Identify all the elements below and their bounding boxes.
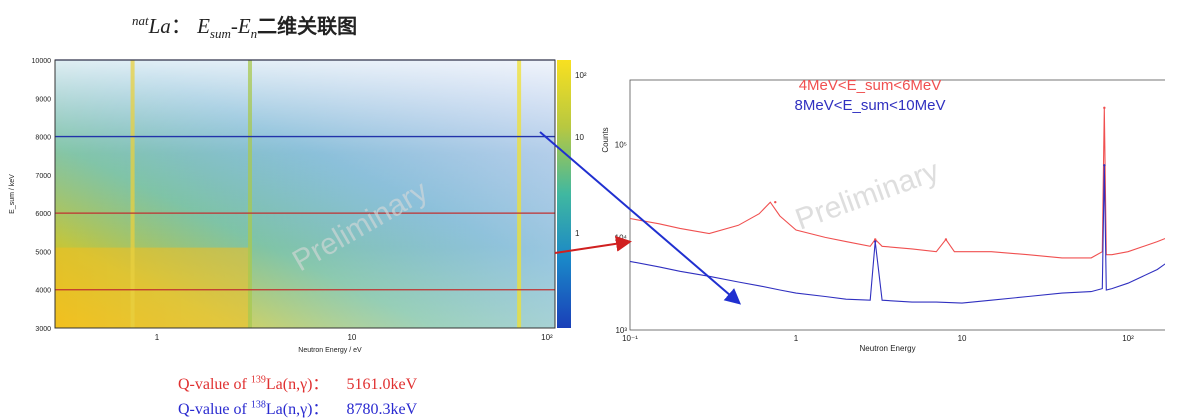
x-tick-label: 10 xyxy=(958,334,967,343)
y-tick-label: 5000 xyxy=(35,249,51,256)
heatmap-plot-area: 3000 4000 5000 6000 7000 8000 9000 10000 1 10 10² N… xyxy=(9,58,587,354)
y-axis-label: Counts xyxy=(601,127,610,152)
colorbar-tick-label: 10² xyxy=(575,71,587,80)
peak-marker xyxy=(874,240,877,243)
title-esum-sub: sum xyxy=(209,26,231,42)
peak-marker xyxy=(774,200,777,204)
y-tick-label: 7000 xyxy=(35,173,51,180)
spectrum-chart: 4MeV<E_sum<6MeV 8MeV<E_sum<10MeV 10³ 10⁴ 10⁵… xyxy=(601,77,1165,353)
series-line xyxy=(629,165,1165,304)
x-tick-label: 1 xyxy=(794,334,799,343)
title-en-sub: n xyxy=(250,26,258,42)
title-superscript: nat xyxy=(132,13,149,28)
y-tick-label: 9000 xyxy=(35,96,51,103)
y-tick-label: 3000 xyxy=(35,326,51,333)
peak-marker xyxy=(874,238,877,241)
y-tick-label: 10⁵ xyxy=(615,141,627,150)
legend-label: 8MeV<E_sum<10MeV xyxy=(795,97,946,114)
title-esum: E xyxy=(197,14,210,38)
y-tick-label: 10³ xyxy=(615,326,627,335)
title-chinese: 二维关联图 xyxy=(257,14,358,38)
x-tick-label: 10² xyxy=(541,333,553,342)
y-tick-label: 4000 xyxy=(35,288,51,295)
title-element: La xyxy=(148,14,171,38)
spectrum-plot-area: 4MeV<E_sum<6MeV 8MeV<E_sum<10MeV 10³ 10⁴ 10⁵… xyxy=(601,77,1165,353)
legend-label: 4MeV<E_sum<6MeV xyxy=(799,77,942,94)
qvalue-prefix: Q-value of xyxy=(178,401,251,418)
x-axis-label: Neutron Energy / eV xyxy=(298,347,362,354)
qvalue-la139: Q-value of 139La(n,γ)： 5161.0keV xyxy=(178,370,417,394)
x-tick-label: 1 xyxy=(155,333,160,342)
qvalue-reaction: La(n,γ)： xyxy=(265,401,329,418)
series-line xyxy=(629,107,1165,259)
peak-marker xyxy=(1103,106,1106,110)
x-tick-label: 10² xyxy=(1122,334,1134,343)
x-tick-label: 10⁻¹ xyxy=(622,334,638,343)
colorbar-tick-label: 1 xyxy=(575,229,580,238)
title-colon: ： xyxy=(170,14,192,38)
x-tick-label: 10 xyxy=(347,333,356,342)
resonance-line xyxy=(247,60,252,328)
title-en: E xyxy=(237,14,251,38)
y-tick-label: 10⁴ xyxy=(615,233,628,242)
resonance-line xyxy=(517,60,522,328)
y-tick-label: 6000 xyxy=(35,211,51,218)
x-axis-label: Neutron Energy xyxy=(860,344,916,353)
heatmap-chart: 3000 4000 5000 6000 7000 8000 9000 10000 1 10 10² N… xyxy=(9,58,587,354)
qvalue-reaction: La(n,γ)： xyxy=(265,376,329,393)
qvalue-mass: 138 xyxy=(250,399,266,411)
peak-marker xyxy=(944,238,948,241)
figure-title: natLa： Esum-En二维关联图 xyxy=(132,10,357,42)
peak-marker xyxy=(1103,164,1106,167)
colorbar xyxy=(557,60,571,328)
y-tick-label: 10000 xyxy=(32,58,52,65)
resonance-line xyxy=(130,60,135,328)
heatmap-hot-region xyxy=(55,247,250,328)
qvalue-number: 5161.0keV xyxy=(346,376,418,393)
qvalue-la138: Q-value of 138La(n,γ)： 8780.3keV xyxy=(178,395,417,419)
title-dash: - xyxy=(230,14,238,38)
y-tick-label: 8000 xyxy=(35,135,51,142)
colorbar-tick-label: 10 xyxy=(575,133,584,142)
qvalue-number: 8780.3keV xyxy=(346,401,418,418)
y-axis-label: E_sum / keV xyxy=(9,174,16,214)
qvalue-prefix: Q-value of xyxy=(178,376,251,393)
spectrum-frame xyxy=(629,79,1165,331)
qvalue-mass: 139 xyxy=(250,374,266,386)
